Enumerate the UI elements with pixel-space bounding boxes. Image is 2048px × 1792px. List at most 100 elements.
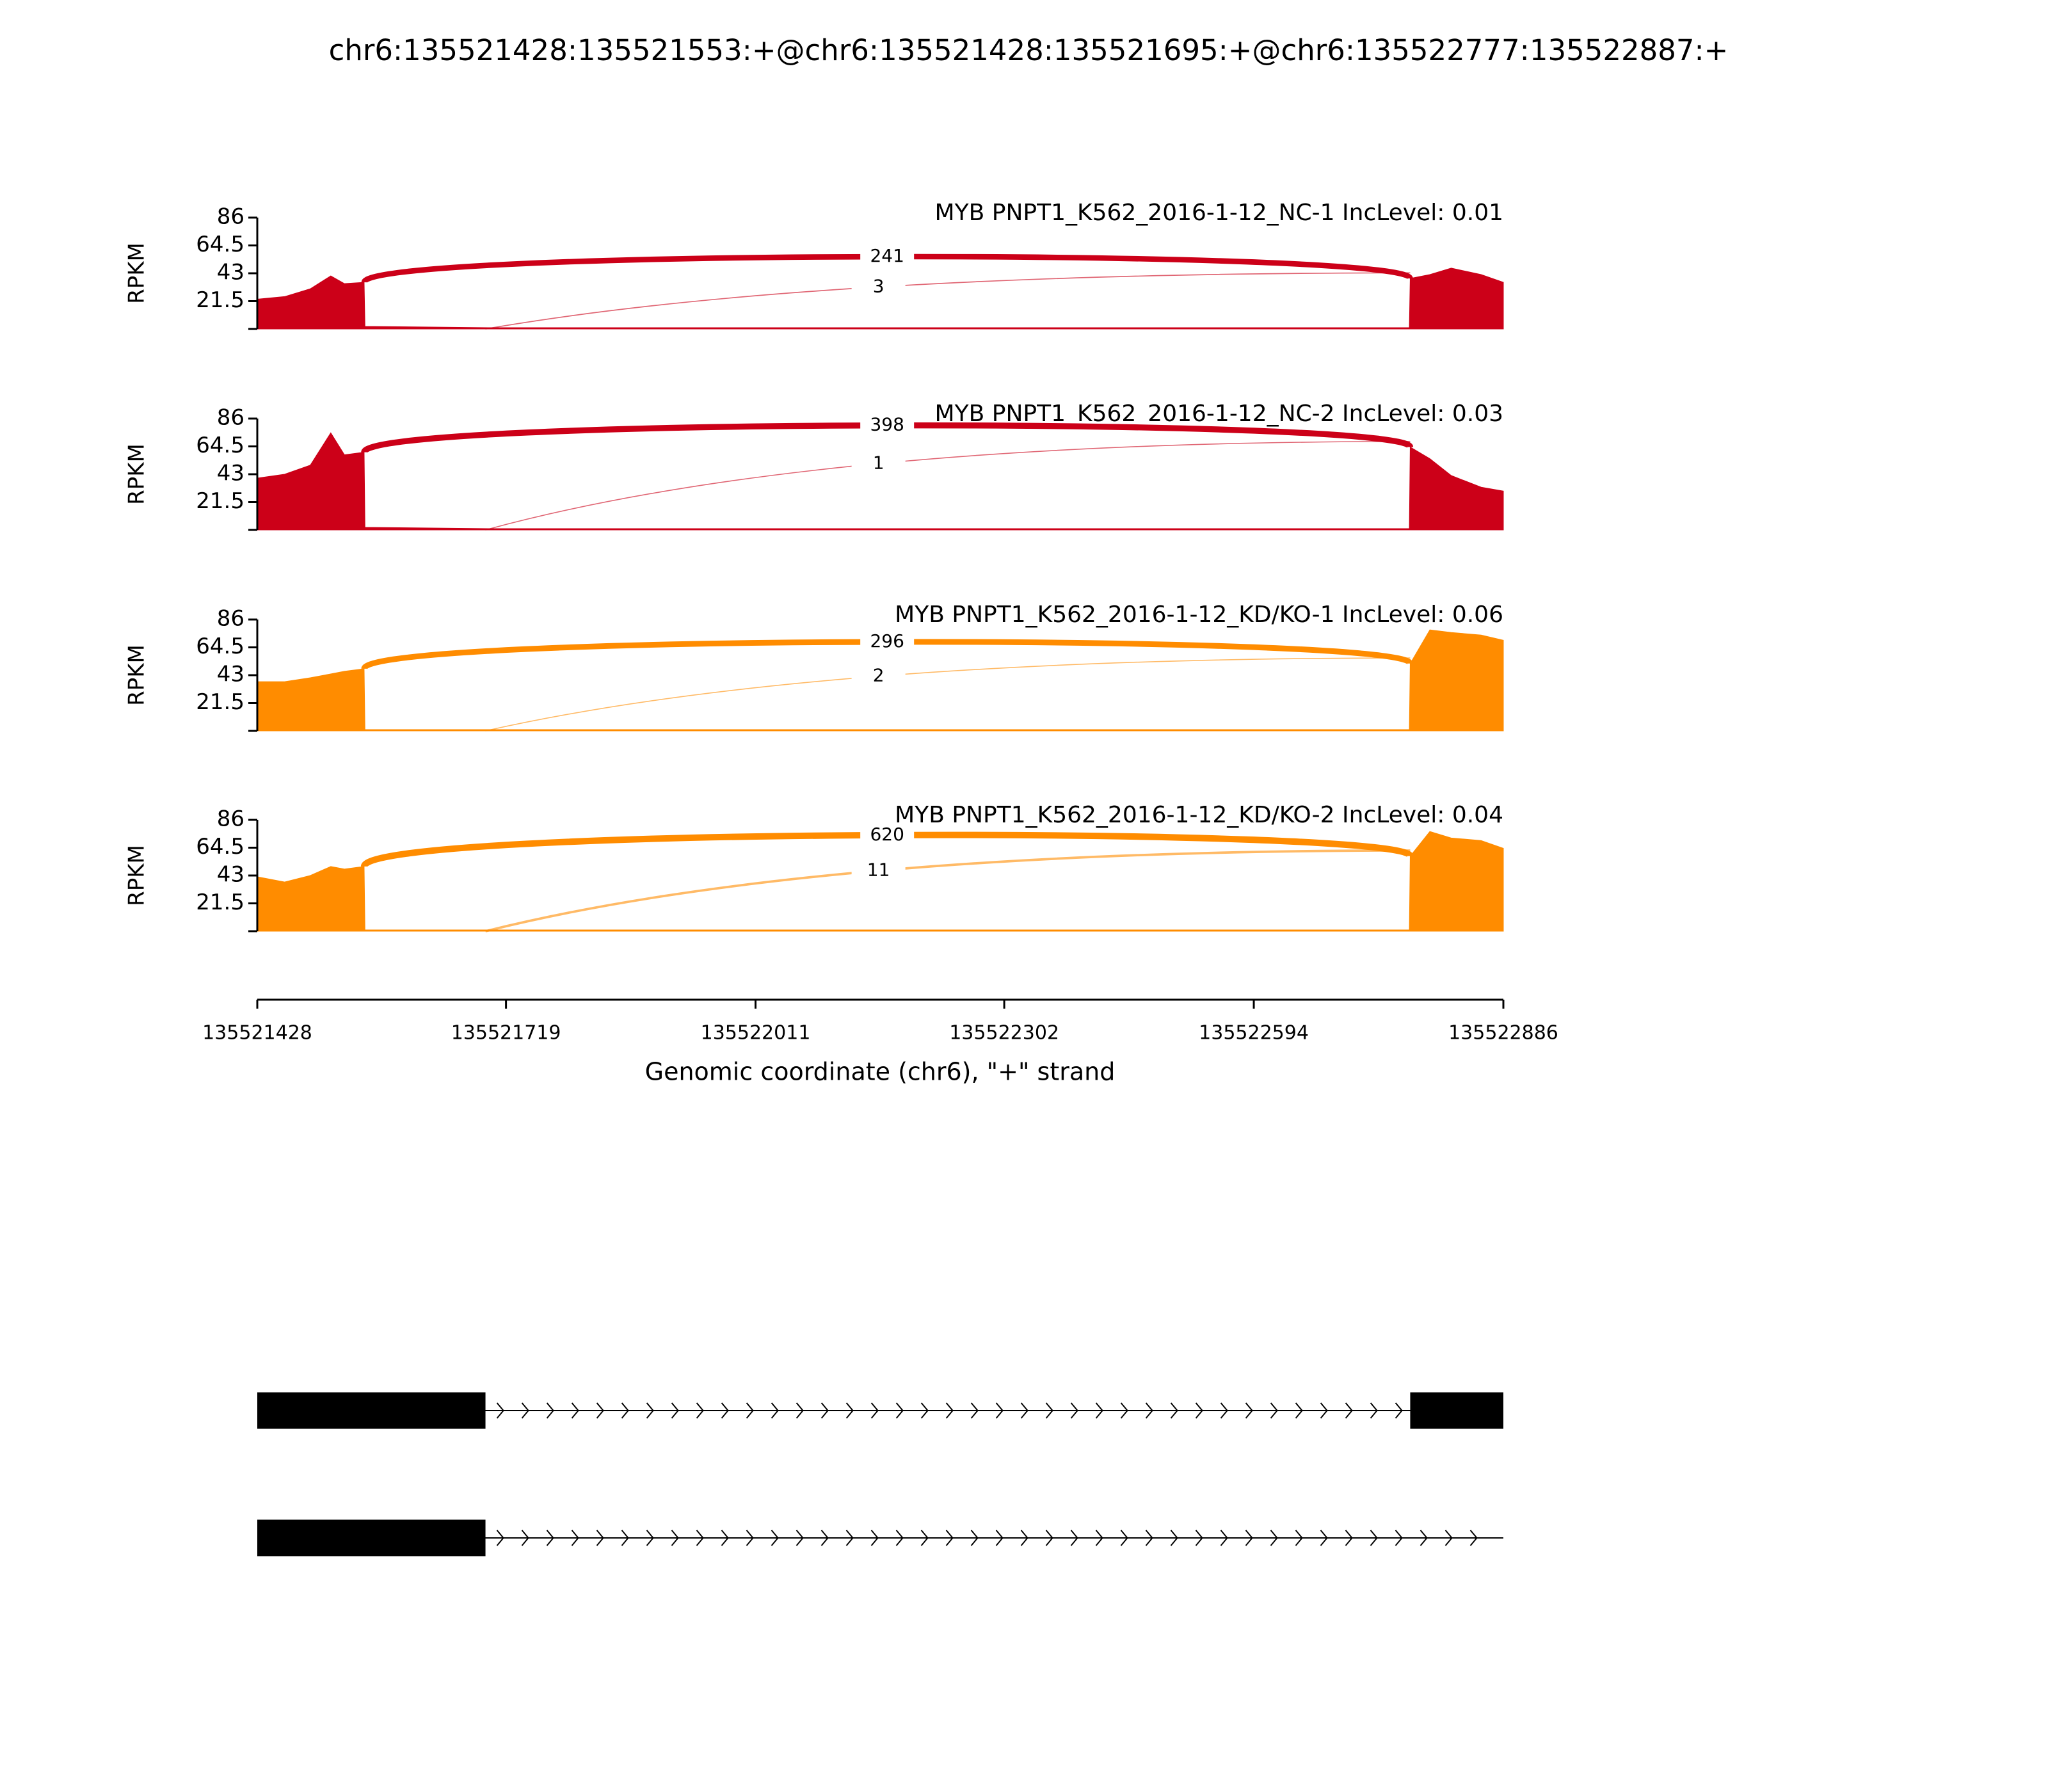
junction-count: 398 [870, 414, 904, 435]
junction-count: 296 [870, 630, 904, 652]
y-tick-label: 43 [217, 862, 244, 888]
strand-arrow [1120, 1530, 1128, 1546]
junction-arc [485, 272, 1411, 330]
strand-arrow [796, 1402, 804, 1419]
strand-arrow [1320, 1530, 1328, 1546]
strand-arrow [721, 1530, 729, 1546]
strand-arrow [1220, 1402, 1228, 1419]
x-axis-label: Genomic coordinate (chr6), "+" strand [645, 1058, 1116, 1086]
junction-label-box [851, 860, 906, 882]
y-tick-label: 86 [217, 606, 244, 632]
strand-arrow [1420, 1530, 1428, 1546]
junction-arc [485, 657, 1411, 732]
strand-arrow [571, 1402, 579, 1419]
junction-label-box [860, 824, 915, 846]
strand-arrow [845, 1402, 854, 1419]
panel-label: MYB PNPT1_K562_2016-1-12_KD/KO-1 IncLeve… [895, 602, 1503, 628]
exon [257, 1519, 486, 1556]
strand-arrow [496, 1402, 504, 1419]
junction-count: 620 [870, 824, 904, 845]
y-tick-label: 21.5 [196, 890, 244, 915]
strand-arrow [496, 1530, 504, 1546]
strand-arrow [1444, 1530, 1453, 1546]
strand-arrow [1045, 1402, 1053, 1419]
strand-arrow [1345, 1402, 1353, 1419]
y-axis-label: RPKM [124, 845, 150, 906]
junction-arc [485, 849, 1411, 932]
strand-arrow [796, 1530, 804, 1546]
strand-arrow [621, 1530, 629, 1546]
strand-arrow [1195, 1530, 1203, 1546]
x-tick-label: 135522302 [949, 1022, 1059, 1044]
strand-arrow [845, 1530, 854, 1546]
panel-label: MYB PNPT1_K562_2016-1-12_KD/KO-2 IncLeve… [895, 802, 1503, 828]
strand-arrow [746, 1402, 754, 1419]
strand-arrow [1095, 1402, 1103, 1419]
y-tick-label: 43 [217, 461, 244, 486]
strand-arrow [671, 1402, 679, 1419]
y-tick-label: 86 [217, 405, 244, 431]
y-tick-label: 86 [217, 204, 244, 230]
strand-arrow [920, 1530, 929, 1546]
strand-arrow [1045, 1530, 1053, 1546]
y-tick-label: 86 [217, 806, 244, 832]
strand-arrow [1170, 1530, 1178, 1546]
strand-arrow [1095, 1530, 1103, 1546]
strand-arrow [1220, 1530, 1228, 1546]
y-tick-label: 64.5 [196, 834, 244, 860]
strand-arrow [895, 1530, 904, 1546]
strand-arrow [1145, 1530, 1153, 1546]
strand-arrow [596, 1402, 604, 1419]
strand-arrow [820, 1530, 829, 1546]
strand-arrow [1345, 1530, 1353, 1546]
junction-count: 1 [873, 452, 884, 473]
strand-arrow [696, 1402, 704, 1419]
strand-arrow [1070, 1530, 1078, 1546]
strand-arrow [995, 1530, 1004, 1546]
strand-arrow [820, 1402, 829, 1419]
x-tick-label: 135522886 [1448, 1022, 1558, 1044]
strand-arrow [1020, 1402, 1028, 1419]
junction-label-box [851, 452, 906, 475]
strand-arrow [1245, 1402, 1253, 1419]
y-tick-label: 21.5 [196, 488, 244, 514]
strand-arrow [696, 1530, 704, 1546]
strand-arrow [920, 1402, 929, 1419]
strand-arrow [596, 1530, 604, 1546]
strand-arrow [1469, 1530, 1478, 1546]
strand-arrow [621, 1402, 629, 1419]
panel-label: MYB PNPT1_K562_2016-1-12_NC-2 IncLevel: … [935, 401, 1503, 427]
strand-arrow [1395, 1402, 1403, 1419]
strand-arrow [1295, 1530, 1303, 1546]
junction-count: 241 [870, 245, 904, 266]
y-tick-label: 21.5 [196, 287, 244, 313]
y-axis-label: RPKM [124, 444, 150, 505]
y-tick-label: 43 [217, 662, 244, 687]
y-tick-label: 64.5 [196, 634, 244, 659]
junction-count: 3 [873, 275, 884, 296]
junction-label-box [851, 276, 906, 298]
junction-count: 2 [873, 665, 884, 686]
junction-label-box [851, 665, 906, 687]
strand-arrow [1270, 1402, 1278, 1419]
x-tick-label: 135521719 [451, 1022, 561, 1044]
exon [1410, 1392, 1503, 1429]
coverage-area [257, 268, 1504, 330]
strand-arrow [1245, 1530, 1253, 1546]
strand-arrow [546, 1530, 554, 1546]
x-tick-label: 135522594 [1199, 1022, 1309, 1044]
strand-arrow [571, 1530, 579, 1546]
strand-arrow [646, 1530, 654, 1546]
strand-arrow [1270, 1530, 1278, 1546]
y-tick-label: 64.5 [196, 232, 244, 257]
strand-arrow [995, 1402, 1004, 1419]
strand-arrow [1170, 1402, 1178, 1419]
strand-arrow [1020, 1530, 1028, 1546]
strand-arrow [671, 1530, 679, 1546]
strand-arrow [546, 1402, 554, 1419]
x-tick-label: 135522011 [701, 1022, 811, 1044]
strand-arrow [1070, 1402, 1078, 1419]
junction-count: 11 [867, 859, 890, 880]
strand-arrow [870, 1530, 879, 1546]
